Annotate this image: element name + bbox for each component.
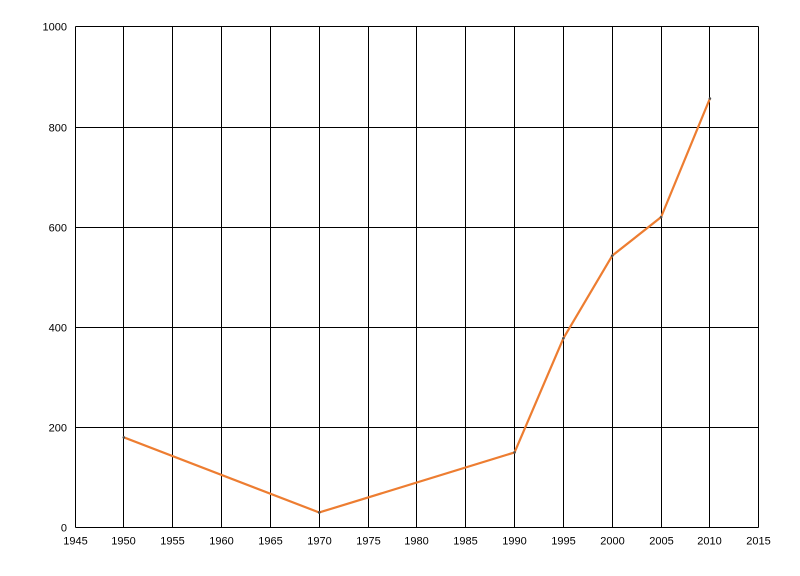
- svg-text:1980: 1980: [404, 536, 428, 548]
- svg-text:1945: 1945: [63, 536, 87, 548]
- svg-text:1955: 1955: [160, 536, 184, 548]
- svg-text:600: 600: [49, 223, 67, 235]
- svg-text:1975: 1975: [356, 536, 380, 548]
- svg-text:2005: 2005: [649, 536, 673, 548]
- svg-text:2015: 2015: [746, 536, 770, 548]
- svg-text:400: 400: [49, 323, 67, 335]
- svg-text:1960: 1960: [209, 536, 233, 548]
- svg-text:2010: 2010: [697, 536, 721, 548]
- svg-text:1000: 1000: [43, 22, 67, 34]
- svg-text:1990: 1990: [502, 536, 526, 548]
- svg-text:1985: 1985: [453, 536, 477, 548]
- svg-text:800: 800: [49, 123, 67, 135]
- svg-text:0: 0: [61, 523, 67, 535]
- svg-text:1995: 1995: [551, 536, 575, 548]
- svg-text:1950: 1950: [111, 536, 135, 548]
- svg-text:1965: 1965: [258, 536, 282, 548]
- svg-text:1970: 1970: [307, 536, 331, 548]
- svg-text:2000: 2000: [600, 536, 624, 548]
- svg-text:200: 200: [49, 423, 67, 435]
